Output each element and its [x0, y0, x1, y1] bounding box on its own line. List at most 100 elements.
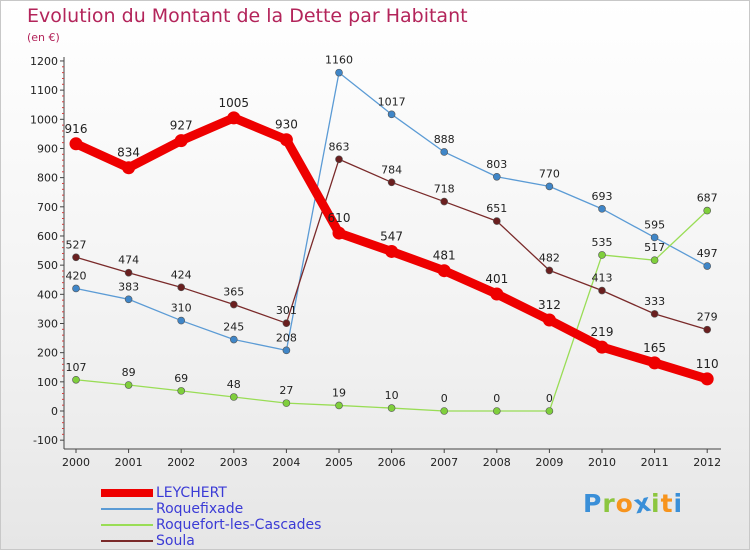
- data-label-roquefixade: 770: [539, 167, 560, 180]
- point-soula: [440, 197, 449, 206]
- point-roquefixade: [492, 172, 501, 181]
- point-leychert: [700, 372, 714, 386]
- point-leychert: [490, 287, 504, 301]
- data-label-leychert: 312: [538, 298, 561, 312]
- legend-swatch-soula: [101, 540, 153, 542]
- legend-swatch-roquefort: [101, 524, 153, 526]
- y-tick-label: 600: [37, 230, 58, 243]
- point-roquefixade: [650, 233, 659, 242]
- data-label-roquefixade: 1017: [378, 95, 406, 108]
- point-roquefixade: [72, 284, 80, 293]
- data-label-roquefixade: 693: [592, 190, 613, 203]
- data-label-soula: 424: [171, 268, 192, 281]
- data-label-soula: 365: [223, 286, 244, 299]
- point-leychert: [648, 356, 662, 370]
- x-tick-label: 2006: [378, 456, 406, 469]
- point-soula: [598, 286, 606, 295]
- legend-label-leychert: LEYCHERT: [156, 485, 227, 501]
- y-tick-label: 800: [37, 172, 58, 185]
- data-label-roquefort: 0: [441, 392, 448, 405]
- point-leychert: [69, 137, 83, 151]
- data-label-roquefort: 687: [697, 192, 718, 205]
- point-leychert: [174, 134, 188, 148]
- data-label-roquefort: 48: [227, 378, 241, 391]
- x-tick-label: 2001: [115, 456, 143, 469]
- data-label-soula: 474: [118, 254, 139, 267]
- point-soula: [335, 155, 343, 164]
- point-roquefort: [492, 407, 501, 415]
- point-leychert: [385, 244, 399, 258]
- y-tick-label: 900: [37, 142, 58, 155]
- point-roquefort: [282, 399, 291, 407]
- data-label-leychert: 930: [275, 118, 298, 132]
- point-soula: [545, 266, 554, 275]
- y-tick-label: 1100: [30, 84, 58, 97]
- y-tick-label: 400: [37, 288, 58, 301]
- data-label-roquefort: 89: [122, 366, 136, 379]
- data-label-roquefixade: 595: [644, 218, 665, 231]
- data-label-leychert: 401: [485, 272, 508, 286]
- point-leychert: [279, 133, 293, 147]
- point-roquefixade: [282, 346, 291, 355]
- point-roquefixade: [335, 68, 343, 77]
- point-roquefort: [545, 407, 554, 415]
- point-roquefort: [440, 407, 449, 415]
- chart-subtitle: (en €): [27, 31, 60, 44]
- data-label-roquefixade: 888: [434, 133, 455, 146]
- point-soula: [230, 300, 238, 309]
- x-tick-label: 2010: [588, 456, 616, 469]
- point-leychert: [437, 264, 451, 278]
- data-label-roquefort: 107: [66, 361, 87, 374]
- data-label-roquefort: 10: [385, 389, 399, 402]
- data-label-roquefort: 27: [279, 384, 293, 397]
- x-tick-label: 2004: [272, 456, 300, 469]
- data-label-roquefixade: 1160: [325, 54, 353, 67]
- x-tick-label: 2008: [483, 456, 511, 469]
- data-label-roquefort: 0: [546, 392, 553, 405]
- point-soula: [282, 319, 291, 327]
- data-label-leychert: 834: [117, 146, 140, 160]
- data-label-roquefixade: 310: [171, 302, 192, 315]
- data-label-roquefort: 535: [592, 236, 613, 249]
- x-tick-label: 2005: [325, 456, 353, 469]
- data-label-soula: 527: [66, 238, 87, 251]
- x-tick-label: 2009: [535, 456, 563, 469]
- point-roquefixade: [230, 335, 238, 344]
- y-tick-label: -100: [33, 434, 58, 447]
- point-soula: [650, 310, 659, 318]
- point-roquefixade: [440, 148, 449, 156]
- data-label-soula: 301: [276, 304, 297, 317]
- point-leychert: [332, 226, 346, 240]
- legend-label-soula: Soula: [156, 533, 195, 549]
- proxiti-logo: Proxiti: [583, 488, 684, 520]
- logo-letter: i: [673, 489, 684, 518]
- data-label-soula: 482: [539, 251, 560, 264]
- data-label-leychert: 927: [170, 119, 193, 133]
- data-label-soula: 651: [486, 202, 507, 215]
- data-label-soula: 413: [592, 272, 613, 285]
- data-label-soula: 279: [697, 311, 718, 324]
- data-label-leychert: 165: [643, 341, 666, 355]
- data-label-soula: 863: [329, 140, 350, 153]
- data-label-leychert: 547: [380, 229, 403, 243]
- data-label-leychert: 610: [328, 211, 351, 225]
- logo-letter: P: [583, 489, 603, 518]
- data-label-soula: 333: [644, 295, 665, 308]
- data-label-roquefixade: 497: [697, 247, 718, 260]
- y-tick-label: 300: [37, 317, 58, 330]
- point-roquefixade: [387, 110, 396, 119]
- y-tick-label: 200: [37, 347, 58, 360]
- legend-swatch-leychert: [101, 489, 153, 497]
- point-soula: [72, 253, 80, 262]
- x-tick-label: 2012: [693, 456, 721, 469]
- y-tick-label: 1200: [30, 55, 58, 68]
- data-label-soula: 784: [381, 163, 402, 176]
- x-tick-label: 2002: [167, 456, 195, 469]
- y-tick-label: 1000: [30, 113, 58, 126]
- point-roquefort: [598, 251, 606, 259]
- point-roquefixade: [124, 295, 133, 304]
- point-roquefort: [387, 404, 396, 412]
- data-label-roquefixade: 245: [223, 321, 244, 334]
